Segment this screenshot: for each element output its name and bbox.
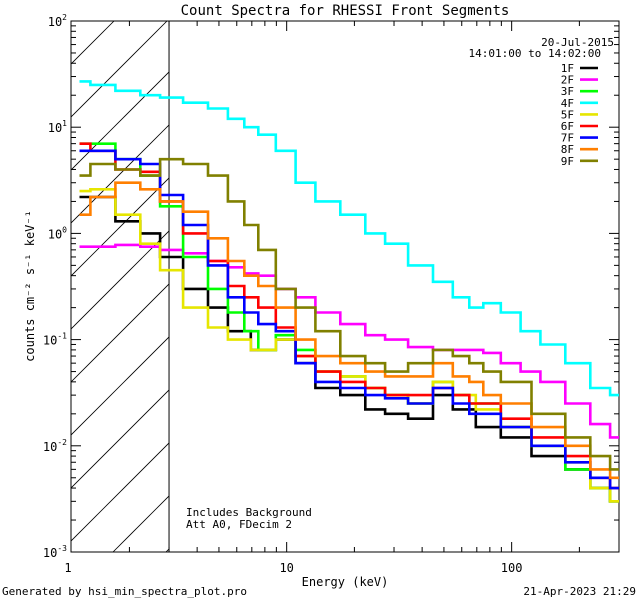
- x-tick-label: 10: [279, 561, 293, 575]
- hatch-line: [71, 389, 170, 489]
- footer-generated-by: Generated by hsi_min_spectra_plot.pro: [2, 585, 247, 598]
- series-line-7f: [79, 149, 619, 490]
- y-axis-label: counts cm⁻² s⁻¹ keV⁻¹: [23, 210, 37, 362]
- hatch-line: [71, 230, 170, 330]
- hatch-line: [0, 0, 77, 552]
- x-tick-label: 100: [501, 561, 523, 575]
- y-tick-label: 101: [48, 119, 67, 135]
- series-lines: [79, 80, 619, 503]
- series-line-4f: [79, 80, 619, 397]
- hatch-line: [71, 177, 170, 277]
- legend-label-5f: 5F: [561, 108, 574, 121]
- legend-label-7f: 7F: [561, 132, 574, 145]
- footer-timestamp: 21-Apr-2023 21:29: [523, 585, 636, 598]
- legend-label-2f: 2F: [561, 74, 574, 87]
- hatch-line: [0, 0, 24, 552]
- series-line-1f: [79, 195, 619, 503]
- series-line-9f: [79, 157, 619, 471]
- y-tick-label: 10-3: [43, 544, 67, 560]
- date-label: 20-Jul-2015: [541, 36, 614, 49]
- legend-label-8f: 8F: [561, 143, 574, 156]
- hatch-line: [71, 124, 170, 224]
- plot-frame: [70, 20, 620, 553]
- x-axis-label: Energy (keV): [302, 575, 389, 589]
- x-tick-label: 1: [64, 561, 71, 575]
- hatch-line: [0, 0, 130, 552]
- legend-label-4f: 4F: [561, 97, 574, 110]
- legend-label-1f: 1F: [561, 62, 574, 75]
- hatch-lines: [0, 0, 170, 552]
- y-axis-ticks: 10-3 10-2 10-1 100 101 102: [43, 13, 619, 560]
- legend-label-6f: 6F: [561, 120, 574, 133]
- annotation-background: Includes Background: [186, 506, 312, 519]
- hatched-region: [0, 0, 170, 552]
- time-range-label: 14:01:00 to 14:02:00: [469, 47, 601, 60]
- y-tick-label: 102: [48, 13, 67, 29]
- series-line-2f: [79, 243, 619, 439]
- hatch-line: [71, 442, 170, 542]
- chart-title: Count Spectra for RHESSI Front Segments: [181, 3, 510, 19]
- y-tick-label: 10-2: [43, 438, 67, 454]
- hatch-line: [71, 21, 115, 65]
- hatch-line: [71, 21, 168, 118]
- legend-label-9f: 9F: [561, 155, 574, 168]
- x-axis-ticks: 1 10 100: [64, 21, 620, 575]
- legend-label-3f: 3F: [561, 85, 574, 98]
- y-tick-label: 10-1: [43, 332, 67, 348]
- annotation-attenuator: Att A0, FDecim 2: [186, 518, 292, 531]
- y-tick-label: 100: [48, 225, 67, 241]
